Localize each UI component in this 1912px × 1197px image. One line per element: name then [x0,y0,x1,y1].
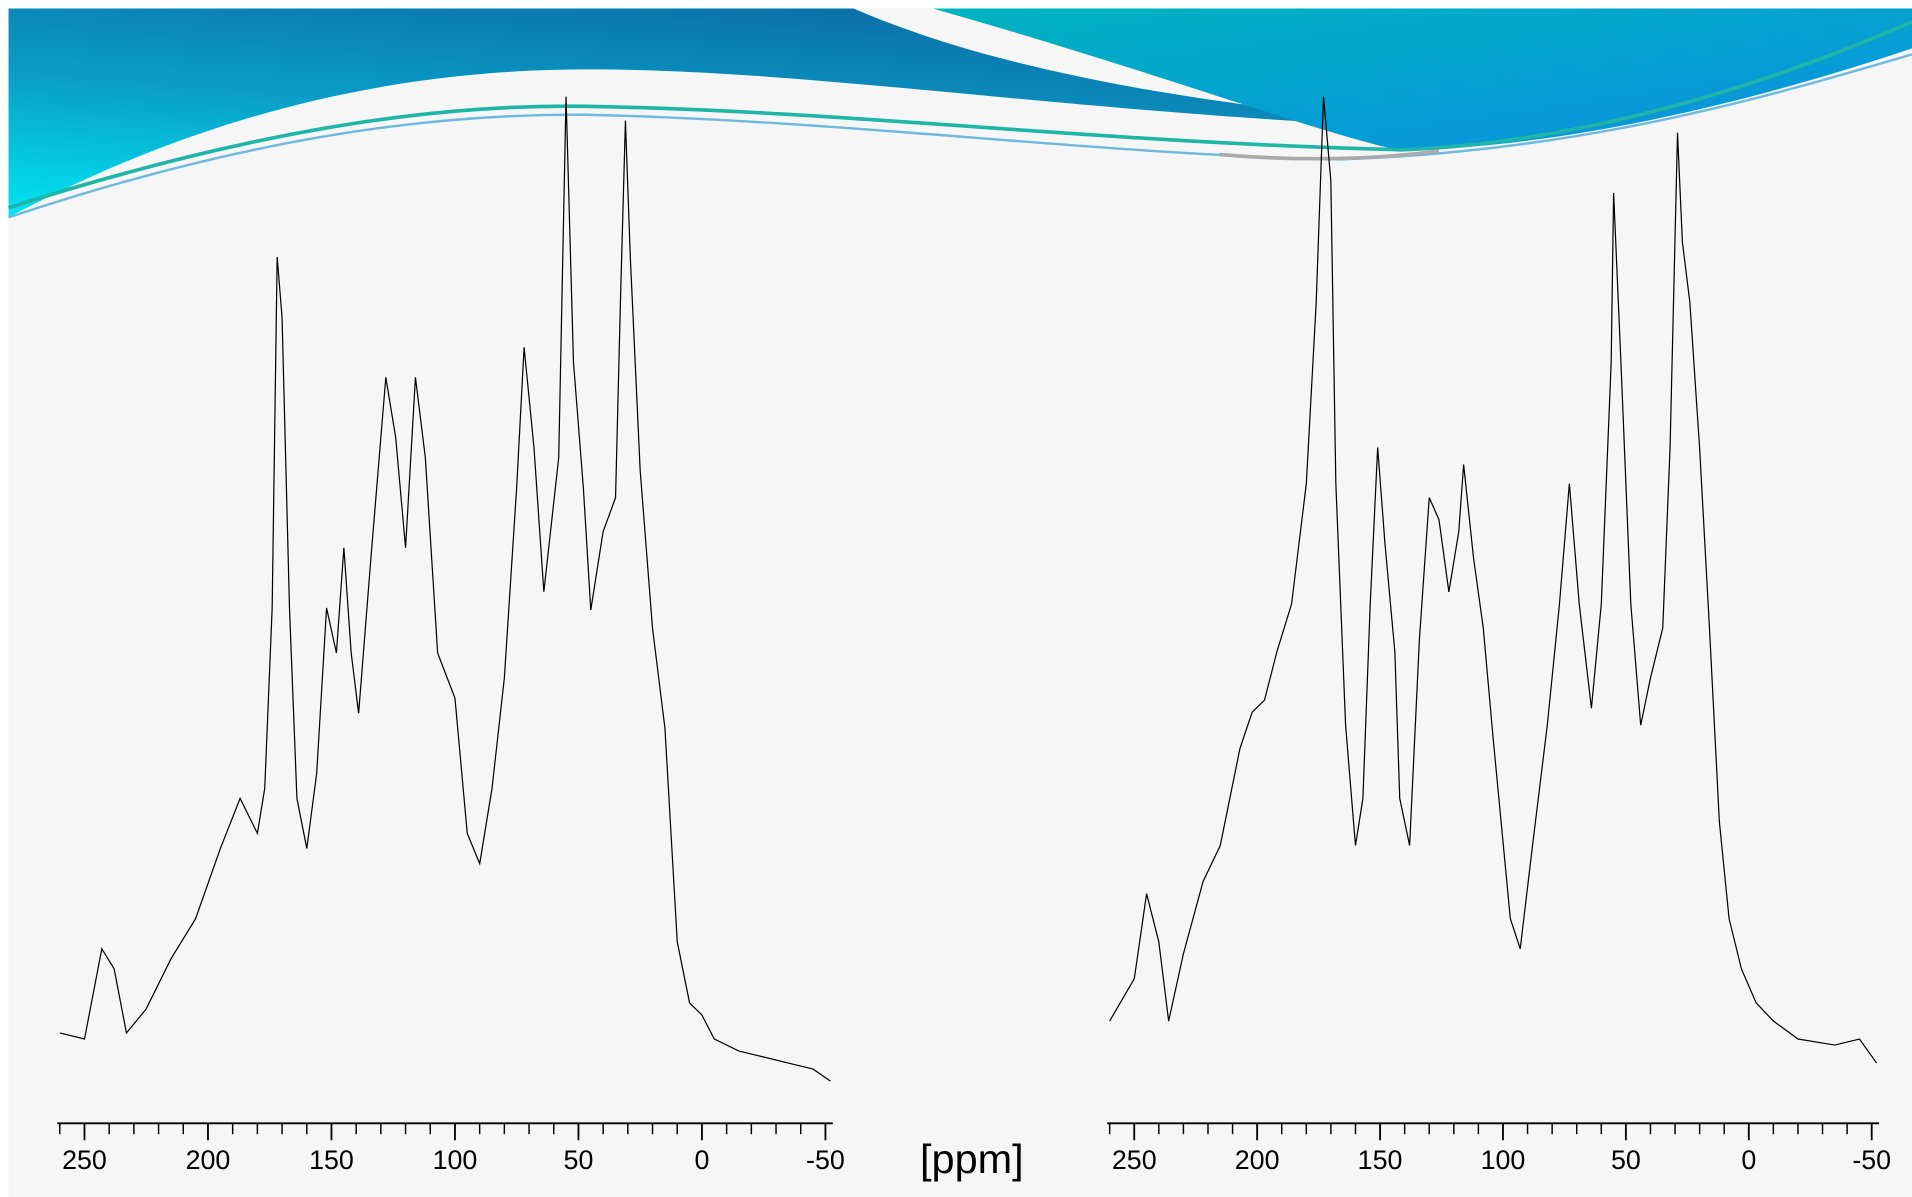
x-tick-label: 150 [1358,1145,1403,1175]
x-tick-label: 50 [564,1145,594,1175]
x-tick-label: -50 [806,1145,845,1175]
x-tick-label: 50 [1611,1145,1641,1175]
x-tick-label: 250 [62,1145,107,1175]
header-wave [932,8,1912,151]
x-tick-label: 0 [1741,1145,1756,1175]
header-wave [8,8,1513,218]
x-tick-label: 100 [1481,1145,1526,1175]
spectrum-line [59,96,831,1082]
x-tick-label: 0 [694,1145,709,1175]
header-line [8,53,1912,219]
x-tick-label: 200 [186,1145,231,1175]
x-tick-label: -50 [1852,1145,1891,1175]
background [8,8,1912,1197]
x-tick-label: 250 [1112,1145,1157,1175]
spectrum-line [1109,96,1878,1064]
header-line [7,20,1912,210]
x-tick-label: 150 [309,1145,354,1175]
x-tick-label: 200 [1235,1145,1280,1175]
x-tick-label: 100 [433,1145,478,1175]
x-axis-label: [ppm] [920,1136,1024,1182]
